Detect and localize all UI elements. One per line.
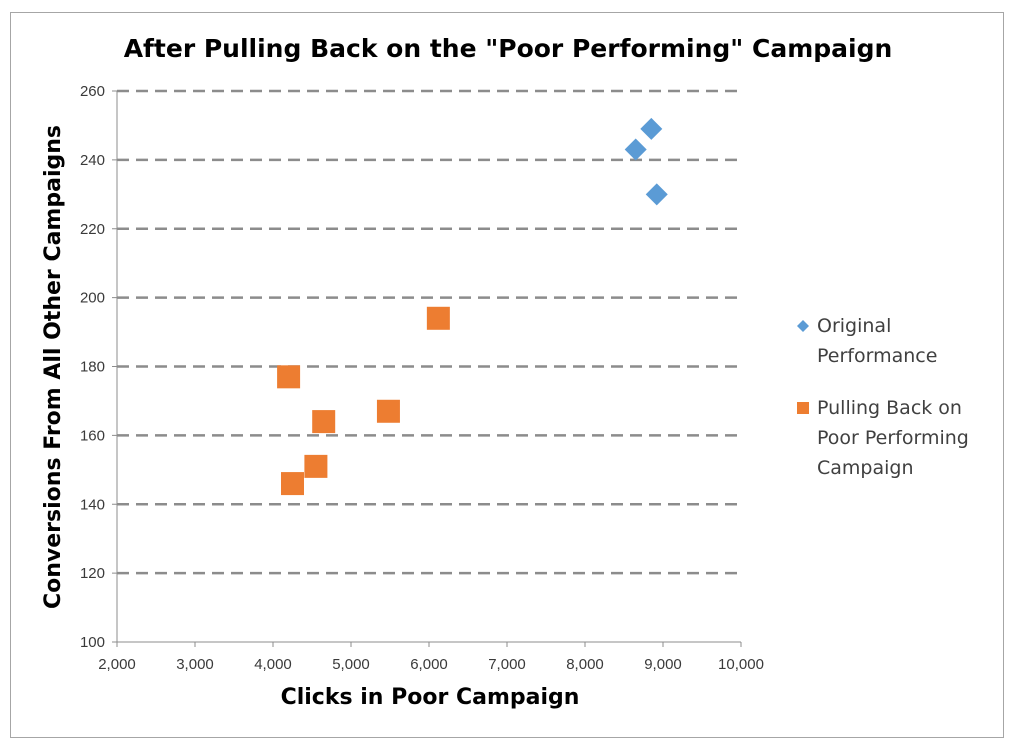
original-performance-point [640, 117, 663, 140]
y-axis-label: Conversions From All Other Campaigns [41, 125, 66, 609]
tick-labels: 100 120 140 160 180 200 220 240 260 2,000 3,000 4,0… [80, 83, 764, 673]
x-tick-label: 10,000 [718, 656, 764, 673]
y-tick-label: 180 [80, 359, 105, 376]
y-tick-label: 200 [80, 290, 105, 307]
y-tick-label: 160 [80, 427, 105, 444]
x-tick-label: 7,000 [488, 656, 526, 673]
gridlines [117, 89, 741, 575]
y-tick-label: 100 [80, 634, 105, 651]
y-tick-label: 220 [80, 221, 105, 238]
y-tick-label: 120 [80, 565, 105, 582]
legend-marker [797, 320, 809, 332]
chart-title: After Pulling Back on the "Poor Performi… [124, 34, 893, 63]
legend-label: Campaign [817, 457, 914, 479]
x-tick-label: 6,000 [410, 656, 448, 673]
legend-marker [797, 402, 809, 414]
y-tick-label: 140 [80, 496, 105, 513]
x-tick-label: 4,000 [254, 656, 292, 673]
legend-label: Original [817, 315, 891, 337]
y-tick-label: 240 [80, 152, 105, 169]
pulling-back-point [376, 399, 400, 423]
x-tick-label: 3,000 [176, 656, 214, 673]
x-tick-label: 8,000 [566, 656, 604, 673]
legend-label: Pulling Back on [817, 397, 962, 419]
y-tick-label: 260 [80, 83, 105, 100]
pulling-back-point [281, 472, 304, 496]
pulling-back-point [304, 454, 328, 478]
legend: Original Performance Pulling Back on Poor P… [797, 315, 969, 479]
x-tick-label: 5,000 [332, 656, 370, 673]
original-performance-point [645, 183, 668, 206]
chart-frame [10, 12, 1004, 738]
legend-label: Poor Performing [817, 427, 969, 449]
x-tick-label: 9,000 [644, 656, 682, 673]
pulling-back-point [426, 306, 450, 330]
x-axis-label: Clicks in Poor Campaign [281, 685, 580, 710]
pulling-back-point [277, 365, 301, 389]
legend-label: Performance [817, 345, 937, 367]
pulling-back-point [312, 410, 336, 434]
x-tick-label: 2,000 [98, 656, 136, 673]
axes [112, 90, 742, 647]
original-performance-point [624, 138, 647, 161]
data-points [277, 117, 668, 496]
